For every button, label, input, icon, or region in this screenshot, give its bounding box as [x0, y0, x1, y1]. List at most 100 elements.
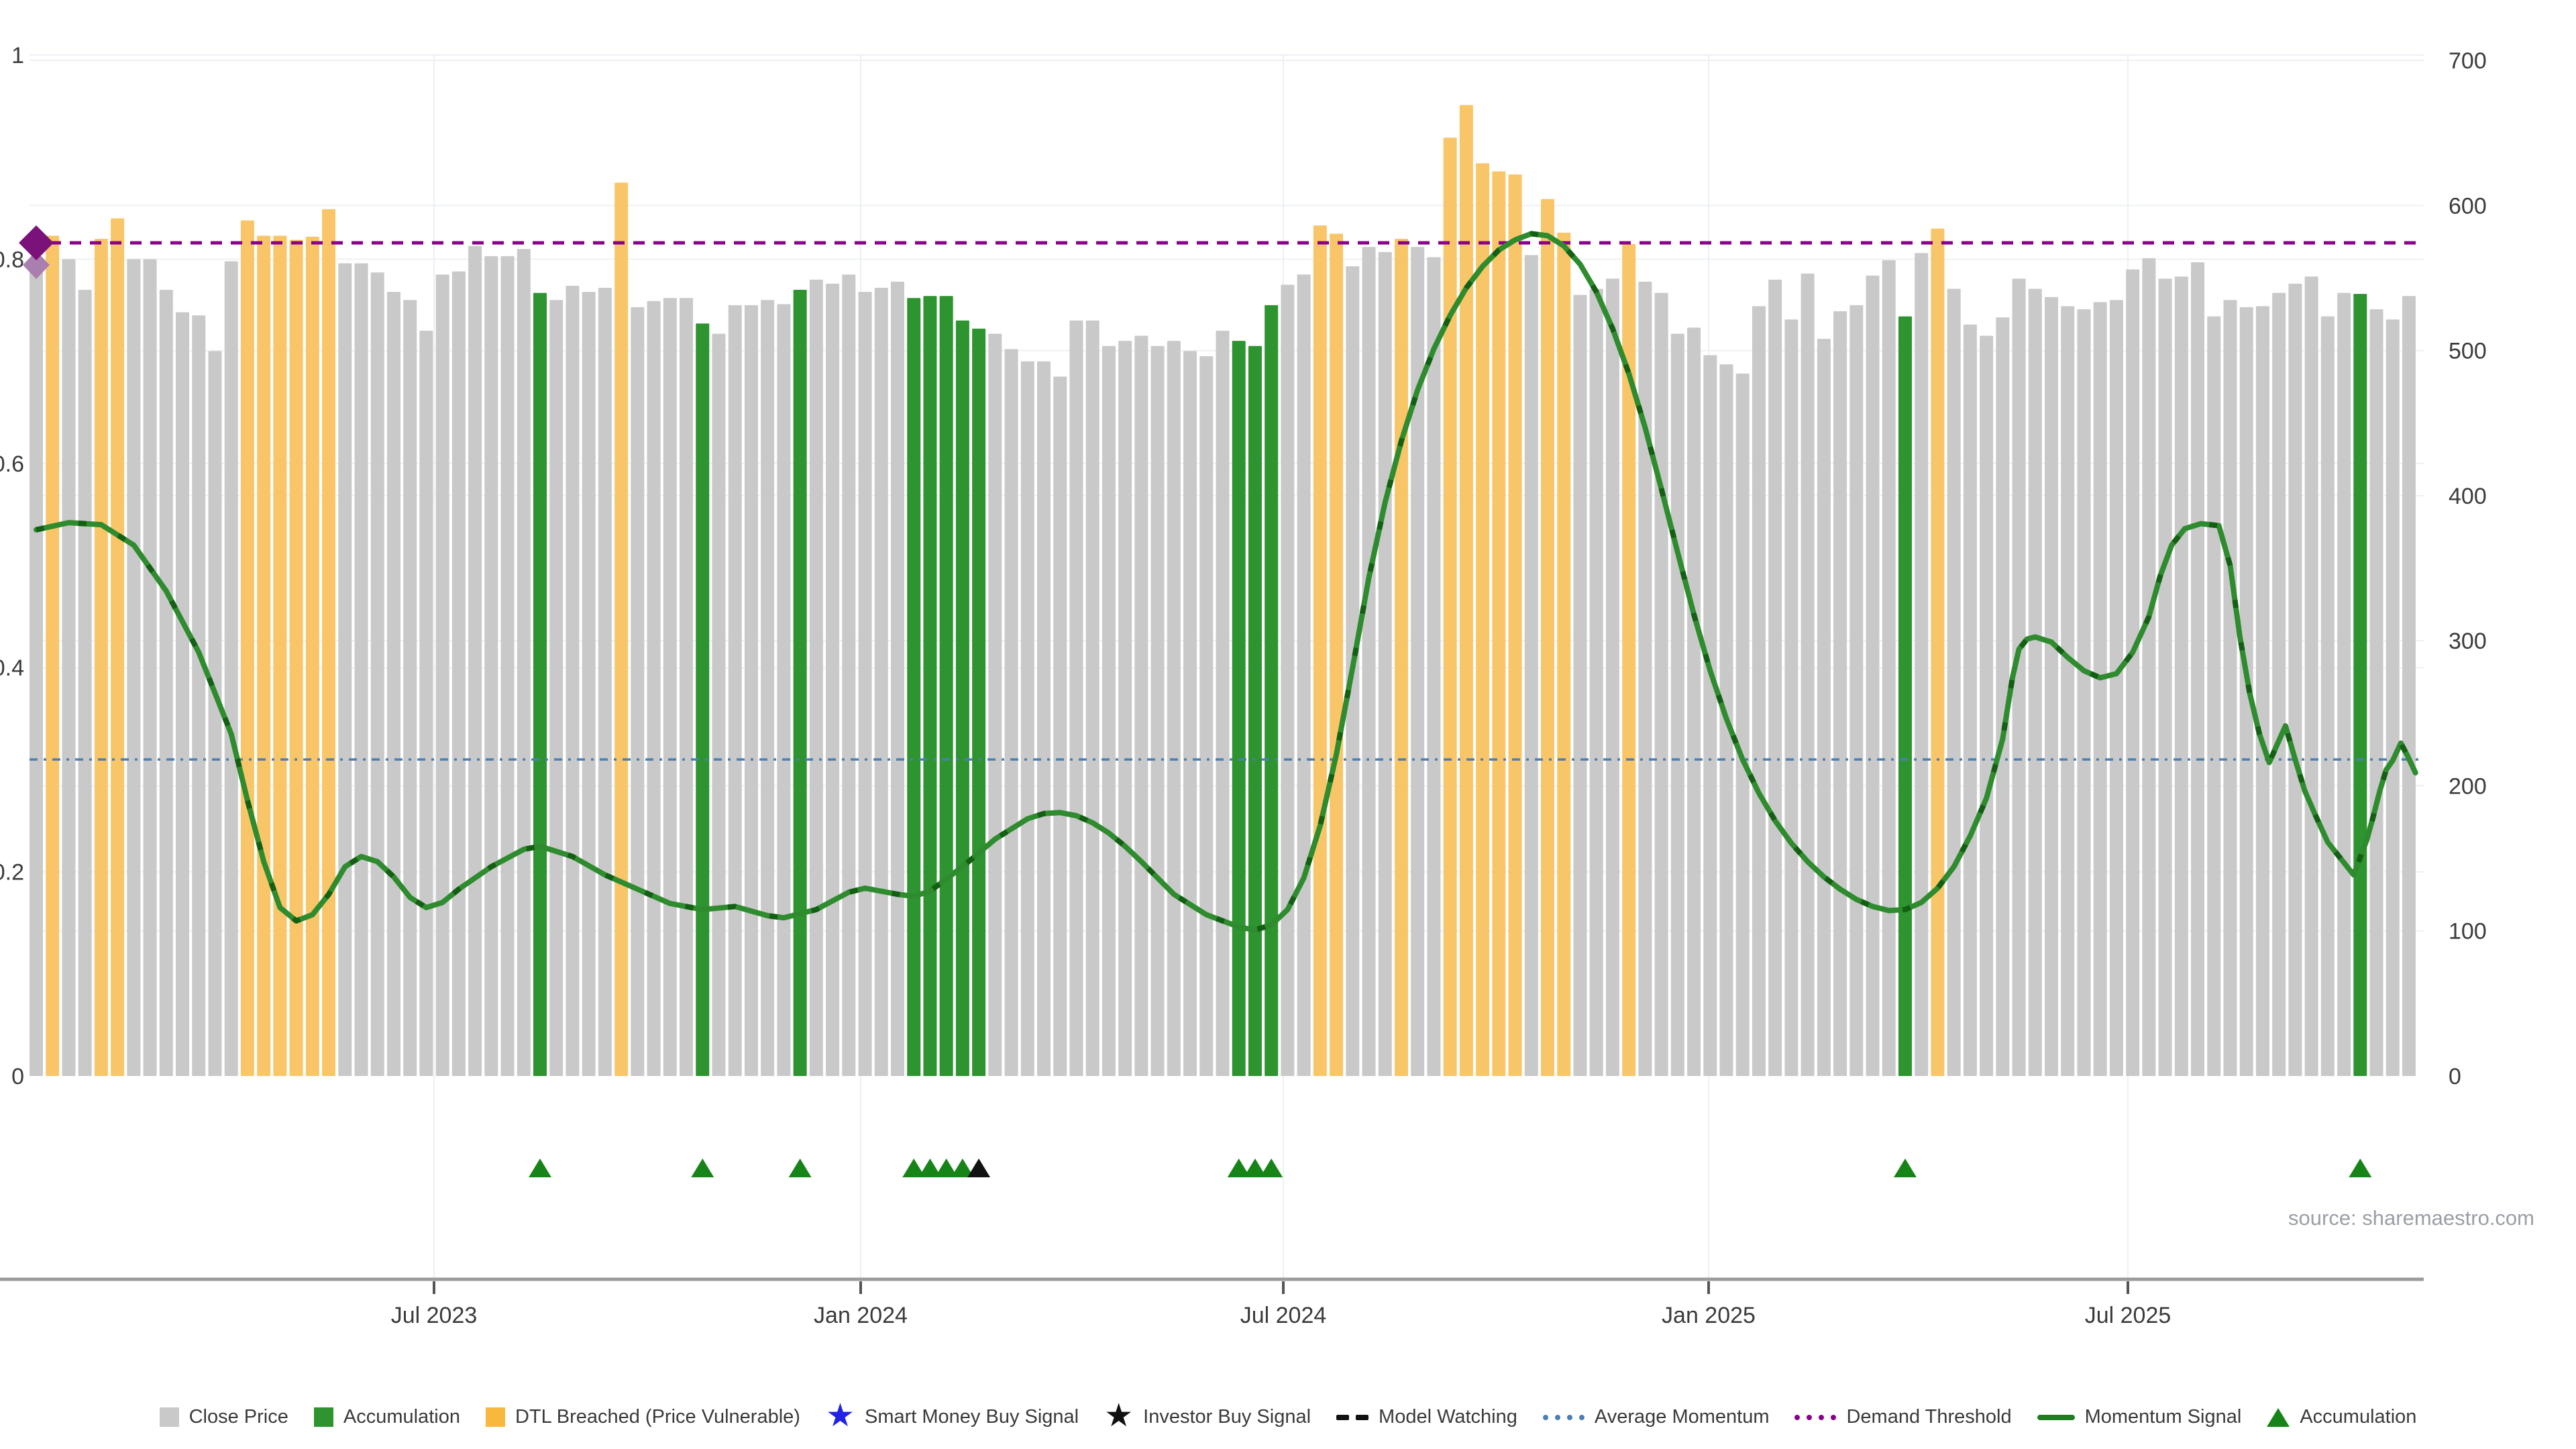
- close-price-bar: [842, 274, 856, 1077]
- close-price-bar: [386, 292, 400, 1076]
- legend-item-close-price[interactable]: Close Price: [159, 1406, 288, 1428]
- accumulation-bar: [1248, 345, 1262, 1076]
- close-price-bar: [2207, 316, 2221, 1077]
- close-price-bar: [2191, 262, 2205, 1076]
- close-price-bar: [176, 312, 190, 1077]
- right-axis-tick-label: 500: [2449, 339, 2487, 364]
- close-price-bar: [224, 261, 238, 1077]
- left-axis-tick-label: 0: [11, 1064, 24, 1089]
- close-price-bar: [1069, 320, 1083, 1077]
- close-price-bar: [1037, 361, 1051, 1076]
- close-price-bar: [744, 305, 758, 1076]
- dtl-breached-bar: [1557, 232, 1571, 1076]
- close-price-bar: [1963, 324, 1977, 1077]
- close-price-bar: [1134, 335, 1148, 1076]
- legend-label: Investor Buy Signal: [1143, 1406, 1311, 1428]
- close-price-bar: [1801, 273, 1815, 1076]
- close-price-bar: [159, 290, 173, 1076]
- close-price-bar: [680, 298, 694, 1077]
- close-price-bar: [419, 330, 433, 1077]
- close-price-bar: [1362, 247, 1376, 1076]
- legend-label: Demand Threshold: [1846, 1406, 2012, 1428]
- legend-item-dtl-breached[interactable]: DTL Breached (Price Vulnerable): [485, 1406, 800, 1428]
- purple-dotted-line-icon: [1794, 1414, 1837, 1420]
- close-price-bar: [2255, 306, 2269, 1076]
- accumulation-triangle: [1243, 1159, 1267, 1177]
- legend-item-smart-money[interactable]: ★ Smart Money Buy Signal: [825, 1398, 1079, 1434]
- close-price-bar: [2045, 297, 2059, 1076]
- legend-item-momentum-signal[interactable]: Momentum Signal: [2037, 1406, 2241, 1428]
- close-price-bar: [1687, 327, 1701, 1076]
- dtl-breached-bar: [240, 220, 254, 1077]
- dtl-breached-bar: [1492, 171, 1506, 1076]
- legend-label: Close Price: [189, 1406, 288, 1428]
- close-price-bar: [370, 272, 384, 1076]
- dtl-breached-swatch-icon: [485, 1407, 505, 1427]
- legend-item-accumulation-triangle[interactable]: Accumulation: [2267, 1406, 2416, 1428]
- accumulation-bar: [2353, 294, 2367, 1077]
- close-price-swatch-icon: [159, 1407, 179, 1427]
- dtl-breached-bar: [1443, 138, 1457, 1077]
- dtl-breached-bar: [273, 235, 287, 1076]
- legend-label: Average Momentum: [1594, 1406, 1770, 1428]
- close-price-bar: [1378, 252, 1392, 1077]
- close-price-bar: [2239, 307, 2253, 1077]
- close-price-bar: [468, 246, 482, 1076]
- close-price-bar: [826, 283, 840, 1077]
- close-price-bar: [1183, 351, 1197, 1076]
- close-price-bar: [1216, 330, 1230, 1077]
- close-price-bar: [1915, 253, 1929, 1076]
- close-price-bar: [2288, 283, 2302, 1077]
- left-axis-tick-label: 0.8: [0, 247, 24, 272]
- close-price-bar: [1150, 345, 1165, 1076]
- close-price-bar: [1833, 311, 1847, 1077]
- left-axis-tick-label: 0.2: [0, 860, 24, 885]
- close-price-bar: [728, 305, 742, 1076]
- source-note: source: sharemaestro.com: [2288, 1206, 2534, 1230]
- x-tick-label: Jul 2023: [391, 1303, 478, 1328]
- price-momentum-chart: Jul 2023 Jan 2024 Jul 2024 Jan 2025 Jul 2025…: [0, 43, 2487, 1328]
- close-price-bar: [1281, 284, 1295, 1077]
- close-price-bar: [761, 300, 775, 1076]
- close-price-bar: [2402, 296, 2416, 1076]
- dtl-breached-bar: [1459, 105, 1473, 1076]
- legend-item-average-momentum[interactable]: Average Momentum: [1542, 1406, 1770, 1428]
- close-price-bar: [2109, 300, 2123, 1076]
- close-price-bar: [631, 307, 645, 1077]
- legend-item-demand-threshold[interactable]: Demand Threshold: [1794, 1406, 2012, 1428]
- threshold-start-diamond: [19, 225, 54, 261]
- dtl-breached-bar: [1931, 228, 1945, 1076]
- close-price-bar: [582, 292, 596, 1076]
- right-axis-tick-label: 100: [2449, 919, 2487, 945]
- legend-item-accumulation-bar[interactable]: Accumulation: [313, 1406, 460, 1428]
- close-price-bar: [2174, 276, 2188, 1077]
- accumulation-triangle: [788, 1159, 812, 1177]
- blue-star-icon: ★: [825, 1398, 855, 1434]
- close-price-bar: [1703, 355, 1717, 1076]
- green-line-icon: [2037, 1414, 2075, 1420]
- accumulation-bar: [1265, 305, 1279, 1076]
- close-price-bar: [1768, 279, 1782, 1077]
- close-price-bar: [1573, 294, 1587, 1076]
- green-triangle-icon: [2267, 1407, 2290, 1427]
- accumulation-bar: [793, 290, 807, 1076]
- close-price-bar: [988, 333, 1002, 1077]
- accumulation-triangle: [1260, 1159, 1283, 1177]
- close-price-bar: [1654, 292, 1668, 1077]
- blue-dotted-line-icon: [1542, 1414, 1585, 1420]
- legend-item-investor-buy[interactable]: ★ Investor Buy Signal: [1104, 1400, 1311, 1432]
- accumulation-bar: [972, 328, 986, 1076]
- accumulation-bar: [1232, 341, 1246, 1076]
- investor-buy-triangle: [967, 1159, 991, 1177]
- dtl-breached-bar: [1313, 225, 1327, 1076]
- close-price-bar: [2077, 309, 2091, 1076]
- close-price-bar: [890, 281, 904, 1076]
- dtl-breached-bar: [614, 182, 629, 1076]
- right-axis-tick-label: 0: [2449, 1064, 2461, 1089]
- close-price-bar: [1053, 376, 1067, 1077]
- close-price-bar: [2272, 292, 2286, 1077]
- close-price-bar: [858, 292, 872, 1076]
- close-price-bar: [403, 300, 417, 1076]
- legend-item-model-watching[interactable]: Model Watching: [1336, 1406, 1517, 1428]
